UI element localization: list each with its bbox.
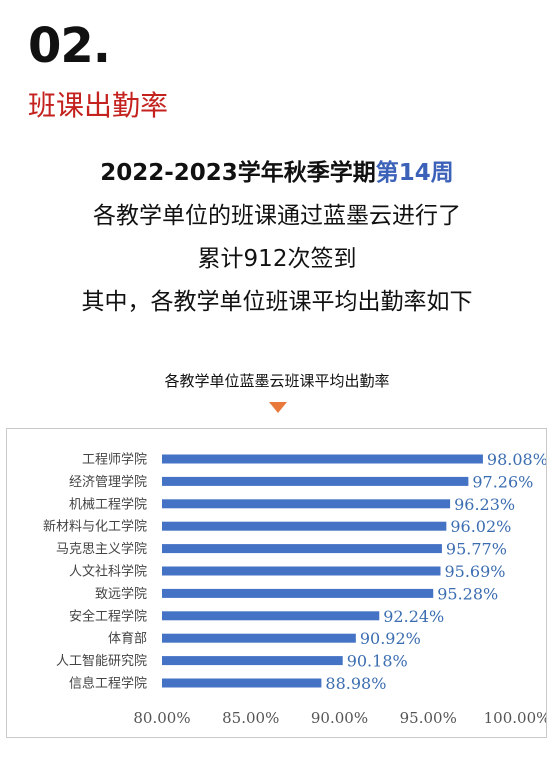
category-label: 安全工程学院 — [69, 608, 147, 624]
intro-line-3: 累计912次签到 — [197, 246, 357, 272]
intro-text: 2022-2023学年秋季学期第14周 各教学单位的班课通过蓝墨云进行了 累计9… — [0, 152, 554, 324]
intro-week: 第14周 — [375, 160, 454, 186]
bar — [162, 633, 356, 643]
data-label: 98.08% — [487, 450, 546, 469]
intro-line-1: 2022-2023学年秋季学期第14周 — [0, 152, 554, 195]
bar — [162, 499, 451, 509]
section-title: 班课出勤率 — [28, 89, 169, 122]
bar — [162, 588, 434, 598]
data-label: 90.18% — [347, 652, 408, 671]
x-tick-label: 100.00% — [484, 709, 546, 727]
bar — [162, 544, 442, 554]
x-tick-label: 95.00% — [400, 709, 457, 727]
category-label: 体育部 — [108, 631, 147, 647]
category-label: 经济管理学院 — [69, 474, 147, 490]
bar-chart: 工程师学院 98.08% 经济管理学院 97.26% 机械工程学院 96.23% 新材料与化… — [43, 450, 546, 727]
data-label: 88.98% — [325, 674, 386, 693]
section-number: 02. — [28, 18, 111, 74]
category-label: 致远学院 — [95, 586, 147, 602]
bar — [162, 566, 441, 576]
bar — [162, 454, 483, 464]
bar — [162, 611, 380, 621]
bar — [162, 521, 447, 531]
intro-line-2: 各教学单位的班课通过蓝墨云进行了 — [93, 203, 461, 229]
category-label: 机械工程学院 — [69, 496, 147, 512]
data-label: 90.92% — [360, 629, 421, 648]
data-label: 95.28% — [437, 584, 498, 603]
bar — [162, 656, 343, 666]
chart-title: 各教学单位蓝墨云班课平均出勤率 — [164, 372, 390, 390]
category-label: 马克思主义学院 — [56, 541, 147, 557]
x-tick-label: 85.00% — [222, 709, 279, 727]
data-label: 96.23% — [454, 495, 515, 514]
data-label: 95.77% — [446, 540, 507, 559]
intro-line-4: 其中，各教学单位班课平均出勤率如下 — [81, 289, 473, 315]
category-label: 信息工程学院 — [69, 676, 147, 692]
category-label: 新材料与化工学院 — [43, 519, 147, 535]
data-label: 97.26% — [472, 472, 533, 491]
bar — [162, 476, 469, 486]
category-label: 工程师学院 — [82, 452, 147, 468]
data-label: 96.02% — [450, 517, 511, 536]
data-label: 92.24% — [383, 607, 444, 626]
bar-chart-frame: 工程师学院 98.08% 经济管理学院 97.26% 机械工程学院 96.23% 新材料与化… — [6, 428, 547, 738]
down-triangle-icon — [269, 402, 287, 413]
x-tick-label: 90.00% — [311, 709, 368, 727]
bar — [162, 678, 322, 688]
category-label: 人文社科学院 — [69, 564, 147, 580]
data-label: 95.69% — [444, 562, 505, 581]
category-label: 人工智能研究院 — [56, 654, 147, 669]
intro-term: 2022-2023学年秋季学期 — [100, 160, 376, 186]
x-tick-label: 80.00% — [133, 709, 190, 727]
